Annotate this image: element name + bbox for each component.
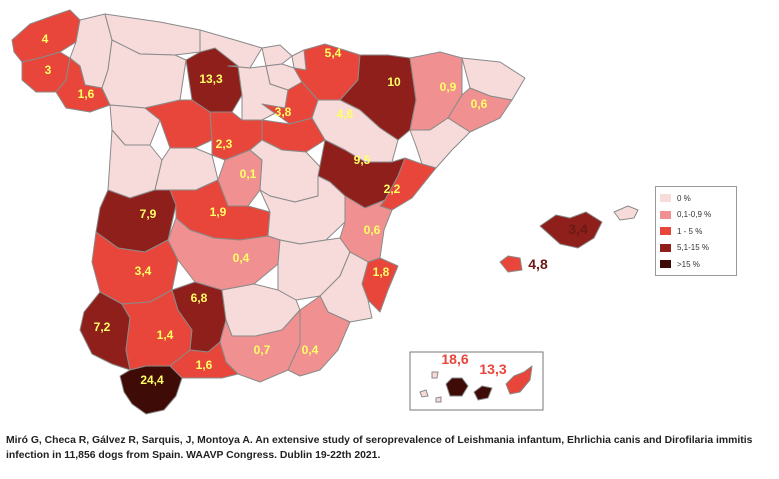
island-small-west-3 bbox=[435, 396, 442, 403]
province-tarragona bbox=[409, 117, 471, 169]
value-label-ibiza: 4,8 bbox=[528, 256, 548, 272]
value-label-pontevedra: 3 bbox=[45, 63, 52, 77]
value-label-barcelona: 0,6 bbox=[471, 97, 488, 111]
value-label-castell-n: 2,2 bbox=[384, 182, 401, 196]
legend-swatch bbox=[660, 260, 671, 269]
value-label-m-laga: 1,6 bbox=[196, 358, 213, 372]
value-label-valencia: 0,6 bbox=[364, 223, 381, 237]
value-label-badajoz: 3,4 bbox=[135, 264, 152, 278]
value-label-a-coru-a: 4 bbox=[42, 32, 49, 46]
legend-label: >15 % bbox=[677, 259, 700, 269]
legend-item: 0,1-0,9 % bbox=[660, 207, 732, 224]
value-label-segovia: 2,3 bbox=[216, 137, 233, 151]
island-mallorca bbox=[539, 211, 603, 249]
island-fuerteventura bbox=[505, 365, 533, 395]
legend-label: 1 - 5 % bbox=[677, 226, 703, 236]
value-label-c-ceres: 7,9 bbox=[140, 207, 157, 221]
value-label-c-diz: 24,4 bbox=[140, 373, 164, 387]
legend-item: 5,1-15 % bbox=[660, 240, 732, 257]
legend-label: 0,1-0,9 % bbox=[677, 210, 712, 220]
legend-item: 1 - 5 % bbox=[660, 223, 732, 240]
value-label-madrid: 0,1 bbox=[240, 167, 257, 181]
island-tenerife bbox=[473, 385, 493, 401]
value-label-c-rdoba: 6,8 bbox=[191, 291, 208, 305]
province-cuenca bbox=[259, 175, 346, 245]
value-label-gran-canaria: 18,6 bbox=[441, 351, 468, 367]
legend-swatch bbox=[660, 210, 671, 219]
value-label-teruel: 9,5 bbox=[354, 153, 371, 167]
value-label-alicante: 1,8 bbox=[373, 265, 390, 279]
citation-text: Miró G, Checa R, Gálvez R, Sarquis, J, M… bbox=[6, 435, 753, 461]
value-label-huelva: 7,2 bbox=[94, 320, 111, 334]
value-label-palencia: 13,3 bbox=[199, 72, 223, 86]
legend-item: >15 % bbox=[660, 256, 732, 273]
island-menorca bbox=[613, 205, 639, 221]
island-small-west-2 bbox=[431, 371, 439, 379]
value-label-ciudad-real: 0,4 bbox=[233, 251, 250, 265]
value-label-granada: 0,7 bbox=[254, 343, 271, 357]
value-label-lleida: 0,9 bbox=[440, 80, 457, 94]
value-label-navarra: 5,4 bbox=[325, 46, 342, 60]
value-label-sevilla: 1,4 bbox=[157, 328, 174, 342]
value-label-mallorca: 3,4 bbox=[568, 221, 588, 237]
island-ibiza bbox=[499, 255, 523, 273]
value-label-huesca: 10 bbox=[387, 75, 401, 89]
province-avila bbox=[154, 147, 219, 191]
province-vizcaya bbox=[261, 44, 293, 67]
value-label-la-rioja: 3,8 bbox=[275, 105, 292, 119]
island-small-west-1 bbox=[419, 389, 429, 398]
legend-label: 5,1-15 % bbox=[677, 243, 710, 253]
value-label-toledo: 1,9 bbox=[210, 205, 227, 219]
province-cadiz bbox=[119, 365, 183, 415]
legend: 0 % 0,1-0,9 % 1 - 5 % 5,1-15 % >15 % bbox=[655, 186, 737, 276]
province-malaga bbox=[169, 341, 239, 379]
value-label-fuerteventura: 13,3 bbox=[479, 361, 506, 377]
value-label-ourense: 1,6 bbox=[78, 87, 95, 101]
legend-swatch bbox=[660, 227, 671, 236]
value-label-zaragoza: 4,6 bbox=[337, 107, 354, 121]
value-label-almer-a: 0,4 bbox=[302, 343, 319, 357]
province-almeria bbox=[287, 295, 351, 377]
province-valencia bbox=[339, 195, 393, 263]
legend-swatch bbox=[660, 194, 671, 203]
legend-label: 0 % bbox=[677, 193, 691, 203]
island-gran-canaria bbox=[445, 377, 469, 397]
province-ourense bbox=[55, 57, 111, 113]
legend-item: 0 % bbox=[660, 190, 732, 207]
legend-swatch bbox=[660, 243, 671, 252]
